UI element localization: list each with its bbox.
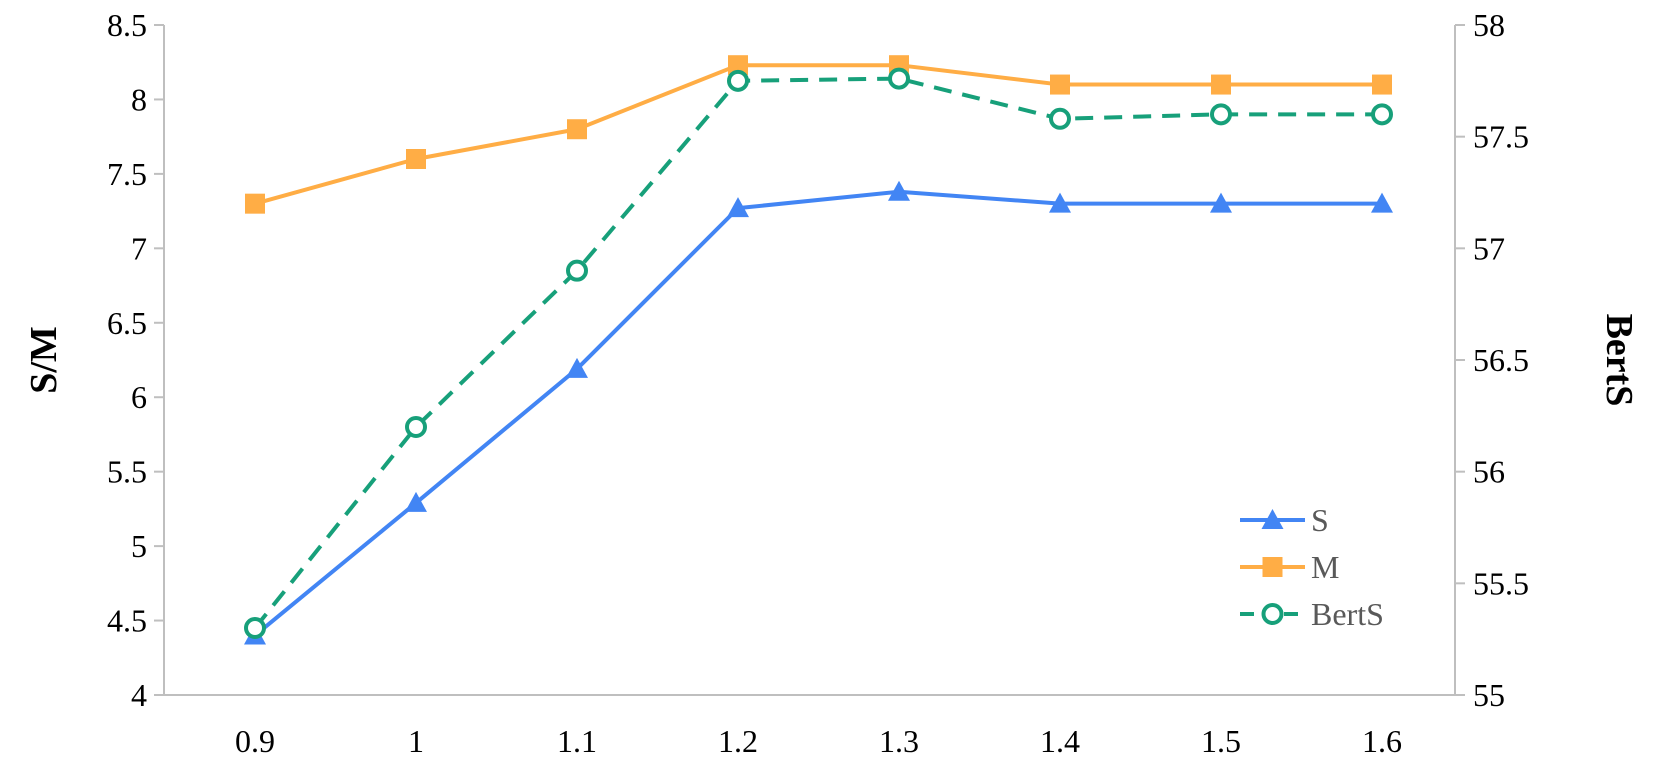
left-tick-label: 7.5 bbox=[107, 156, 147, 192]
x-tick-label: 1.2 bbox=[718, 723, 758, 759]
data-point-s bbox=[566, 357, 588, 378]
x-tick-label: 1 bbox=[408, 723, 424, 759]
legend-label-berts: BertS bbox=[1311, 596, 1384, 632]
data-point-berts bbox=[1210, 103, 1232, 126]
chart-axes bbox=[163, 25, 1456, 696]
x-tick-label: 1.5 bbox=[1201, 723, 1241, 759]
data-point-berts bbox=[405, 416, 427, 438]
series-berts bbox=[244, 67, 1393, 639]
left-axis-title: S/M bbox=[23, 326, 65, 394]
left-tick-label: 4 bbox=[131, 677, 147, 713]
legend: SM BertS bbox=[1240, 502, 1384, 632]
data-point-m bbox=[567, 119, 587, 140]
legend-marker-berts bbox=[1261, 603, 1284, 625]
data-point-m bbox=[728, 55, 748, 76]
left-axis-ticks: 4 4.5 5 5.5 6 6.5 7 7.5 8 8.5 bbox=[107, 7, 164, 713]
legend-marker-m bbox=[1262, 557, 1283, 577]
data-point-s bbox=[1049, 192, 1071, 213]
legend-item-s: S bbox=[1240, 502, 1329, 538]
x-tick-label: 1.6 bbox=[1362, 723, 1402, 759]
data-point-berts bbox=[888, 67, 910, 90]
right-tick-label: 55 bbox=[1473, 677, 1505, 713]
left-tick-label: 6 bbox=[131, 379, 147, 415]
x-tick-label: 0.9 bbox=[235, 723, 275, 759]
left-tick-label: 8.5 bbox=[107, 7, 147, 43]
series-s bbox=[244, 180, 1393, 645]
data-point-s bbox=[727, 197, 749, 218]
data-point-berts bbox=[566, 259, 588, 282]
left-tick-label: 5 bbox=[131, 528, 147, 564]
data-point-s bbox=[1371, 192, 1393, 213]
x-tick-label: 1.4 bbox=[1040, 723, 1080, 759]
x-tick-label: 1.3 bbox=[879, 723, 919, 759]
series-m bbox=[245, 55, 1392, 214]
series-layer bbox=[244, 55, 1393, 645]
data-point-s bbox=[1210, 192, 1232, 213]
data-point-berts bbox=[1049, 107, 1071, 130]
right-tick-label: 58 bbox=[1473, 7, 1505, 43]
legend-marker-s bbox=[1261, 509, 1284, 529]
data-point-m bbox=[1211, 74, 1231, 95]
legend-label-m: M bbox=[1311, 549, 1339, 585]
right-tick-label: 55.5 bbox=[1473, 565, 1529, 601]
data-point-s bbox=[888, 180, 910, 201]
series-line-berts bbox=[253, 76, 1382, 630]
data-point-berts bbox=[1371, 103, 1393, 126]
legend-item-m: M bbox=[1240, 549, 1339, 585]
data-point-m bbox=[406, 149, 426, 169]
data-point-m bbox=[1050, 74, 1070, 95]
legend-label-s: S bbox=[1311, 502, 1329, 538]
data-point-s bbox=[405, 491, 427, 512]
right-tick-label: 57.5 bbox=[1473, 119, 1529, 155]
data-point-berts bbox=[727, 69, 749, 92]
right-axis-ticks: 55 55.5 56 56.5 57 57.5 58 bbox=[1455, 7, 1529, 713]
right-tick-label: 56.5 bbox=[1473, 342, 1529, 378]
data-point-m bbox=[245, 193, 265, 214]
left-tick-label: 4.5 bbox=[107, 603, 147, 639]
left-tick-label: 6.5 bbox=[107, 305, 147, 341]
x-axis-ticks: 0.9 1 1.1 1.2 1.3 1.4 1.5 1.6 bbox=[235, 723, 1402, 759]
right-tick-label: 56 bbox=[1473, 454, 1505, 490]
series-line-m bbox=[254, 63, 1382, 206]
right-tick-label: 57 bbox=[1473, 230, 1505, 266]
data-point-berts bbox=[244, 617, 266, 639]
right-axis-title: BertS bbox=[1598, 314, 1640, 407]
series-line-s bbox=[253, 189, 1382, 637]
left-tick-label: 8 bbox=[131, 81, 147, 117]
data-point-m bbox=[1372, 74, 1392, 95]
left-tick-label: 5.5 bbox=[107, 454, 147, 490]
left-tick-label: 7 bbox=[131, 230, 147, 266]
legend-item-berts: BertS bbox=[1240, 596, 1384, 632]
x-tick-label: 1.1 bbox=[557, 723, 597, 759]
